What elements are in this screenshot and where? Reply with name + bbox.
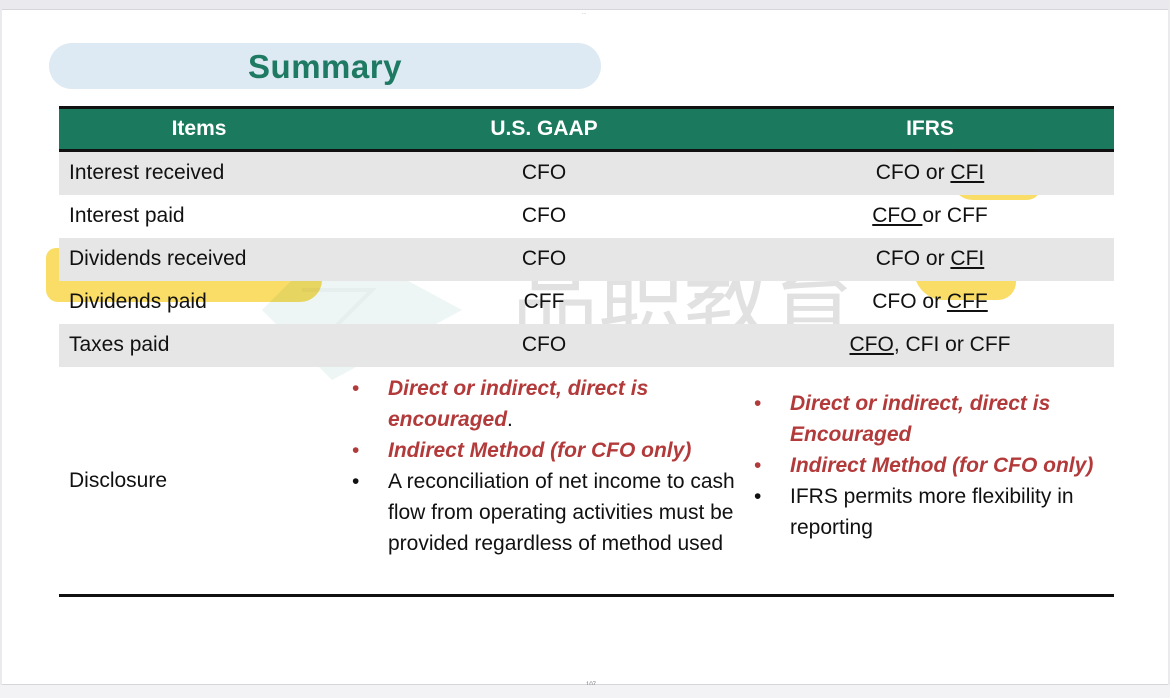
row-ifrs: CFO, CFI or CFF — [749, 333, 1111, 357]
row-gaap: CFO — [521, 204, 567, 227]
list-item: • Indirect Method (for CFO only) — [754, 450, 1099, 481]
list-item: • Direct or indirect, direct is Encourag… — [754, 388, 1099, 450]
list-item: • Direct or indirect, direct is encourag… — [352, 373, 752, 435]
bullet: • — [754, 392, 762, 415]
slide: ... Summary 品职教育 PZACADEMY.COM Items U.S… — [2, 9, 1168, 688]
disclosure-text: A reconciliation of net income to cash f… — [388, 470, 735, 555]
list-item: • A reconciliation of net income to cash… — [352, 466, 752, 559]
page-top-marker: ... — [582, 10, 587, 16]
row-item: Taxes paid — [69, 333, 170, 356]
bullet: • — [754, 454, 762, 477]
row-item: Dividends received — [69, 247, 247, 270]
header-us-gaap: U.S. GAAP — [490, 117, 598, 140]
disclosure-text: Direct or indirect, direct is Encouraged — [790, 392, 1051, 446]
list-item: • IFRS permits more flexibility in repor… — [754, 481, 1099, 543]
disclosure-label: Disclosure — [69, 469, 168, 492]
disclosure-suffix: . — [507, 408, 513, 431]
ifrs-text: or CFF — [922, 204, 988, 227]
row-ifrs: CFO or CFF — [749, 290, 1111, 314]
ifrs-underlined: CFI — [950, 247, 985, 270]
bullet: • — [352, 470, 360, 493]
ifrs-text: CFO or — [872, 290, 947, 313]
row-gaap: CFO — [521, 161, 567, 184]
row-gaap: CFO — [521, 247, 567, 270]
header-items: Items — [171, 117, 227, 140]
header-ifrs: IFRS — [906, 117, 954, 140]
row-item: Dividends paid — [69, 290, 207, 313]
ifrs-underlined: CFO — [872, 204, 923, 227]
list-item: • Indirect Method (for CFO only) — [352, 435, 752, 466]
table-row: Interest paid CFO CFO or CFF — [59, 195, 1114, 238]
table-row: Taxes paid CFO CFO, CFI or CFF — [59, 324, 1114, 367]
next-page-edge — [0, 685, 1170, 698]
ifrs-underlined: CFF — [946, 290, 988, 313]
table-row: Dividends paid CFF CFO or CFF — [59, 281, 1114, 324]
table-row: Dividends received CFO CFO or CFI — [59, 238, 1114, 281]
gaap-disclosure-list: • Direct or indirect, direct is encourag… — [352, 373, 752, 559]
row-item: Interest paid — [69, 204, 185, 227]
ifrs-text: CFO or — [875, 161, 951, 184]
bullet: • — [352, 439, 360, 462]
disclosure-text: Indirect Method (for CFO only) — [790, 454, 1094, 477]
disclosure-text: Indirect Method (for CFO only) — [388, 439, 692, 462]
ifrs-disclosure-list: • Direct or indirect, direct is Encourag… — [754, 388, 1099, 543]
table-bottom-rule — [59, 594, 1114, 597]
disclosure-text: Direct or indirect, direct is encouraged — [388, 377, 649, 431]
title-banner: Summary — [49, 43, 601, 89]
row-item: Interest received — [69, 161, 225, 184]
ifrs-text: CFO or — [875, 247, 951, 270]
ifrs-underlined: CFI — [950, 161, 985, 184]
ifrs-underlined: CFO — [849, 333, 894, 356]
row-gaap: CFF — [523, 290, 565, 313]
ifrs-text: , CFI or CFF — [893, 333, 1011, 356]
table-row: Interest received CFO CFO or CFI — [59, 152, 1114, 195]
row-ifrs: CFO or CFI — [749, 161, 1111, 185]
page-title: Summary — [248, 48, 402, 85]
row-ifrs: CFO or CFF — [749, 204, 1111, 228]
bullet: • — [352, 377, 360, 400]
summary-table: Items U.S. GAAP IFRS Interest received C… — [46, 106, 1114, 598]
bullet: • — [754, 485, 762, 508]
disclosure-text: IFRS permits more flexibility in reporti… — [790, 485, 1074, 539]
table-header: Items U.S. GAAP IFRS — [59, 106, 1114, 152]
row-gaap: CFO — [521, 333, 567, 356]
row-ifrs: CFO or CFI — [749, 247, 1111, 271]
